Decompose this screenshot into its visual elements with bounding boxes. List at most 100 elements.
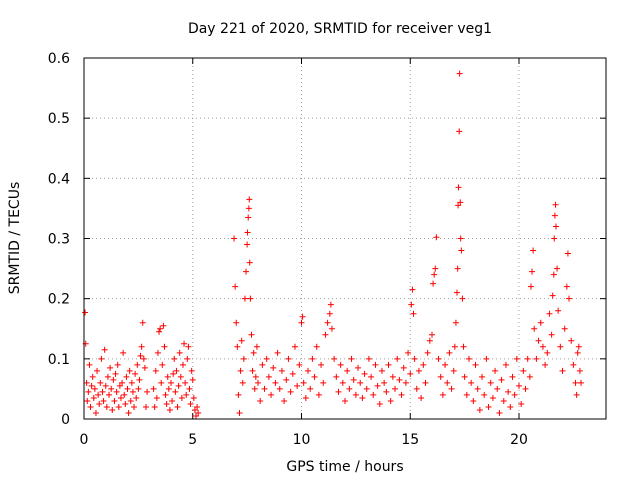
data-point <box>507 403 514 410</box>
data-point <box>109 406 116 413</box>
data-point <box>333 373 340 380</box>
data-point <box>99 388 106 395</box>
data-point <box>535 337 542 344</box>
data-point <box>243 268 250 275</box>
data-point <box>98 355 105 362</box>
data-point <box>126 367 133 374</box>
data-point <box>544 349 551 356</box>
data-point <box>376 400 383 407</box>
data-point <box>283 376 290 383</box>
data-point <box>431 271 438 278</box>
plot-frame <box>83 57 607 420</box>
data-point <box>496 409 503 416</box>
data-point <box>189 376 196 383</box>
data-point <box>289 370 296 377</box>
data-point <box>328 325 335 332</box>
x-tick-label: 0 <box>80 432 89 448</box>
data-point <box>359 394 366 401</box>
data-point <box>381 379 388 386</box>
data-point <box>518 400 525 407</box>
data-point <box>144 388 151 395</box>
data-point <box>92 409 99 416</box>
data-point <box>309 355 316 362</box>
data-point <box>168 379 174 386</box>
data-point <box>476 406 483 413</box>
data-point <box>237 367 244 374</box>
data-point <box>101 346 108 353</box>
data-point <box>485 403 492 410</box>
data-point <box>89 373 96 380</box>
data-point <box>557 343 564 350</box>
data-point <box>139 319 146 326</box>
data-point <box>151 403 158 410</box>
data-point <box>140 355 147 362</box>
y-axis-label: SRMTID / TECUs <box>7 182 23 295</box>
data-point <box>451 343 458 350</box>
data-point <box>117 394 124 401</box>
data-point <box>461 373 468 380</box>
data-point <box>513 355 520 362</box>
data-point <box>103 403 110 410</box>
data-point <box>470 397 477 404</box>
data-point <box>494 385 501 392</box>
data-point <box>82 309 89 316</box>
data-point <box>248 331 255 338</box>
data-point <box>457 235 464 242</box>
data-point <box>232 283 239 290</box>
data-point <box>573 391 580 398</box>
data-point <box>90 394 97 401</box>
data-point <box>88 382 95 389</box>
x-tick-label: 20 <box>510 432 528 448</box>
data-point <box>392 385 399 392</box>
ticks: 0 0.1 0.2 0.3 0.4 0.5 0.6 0 5 10 15 20 <box>48 51 606 448</box>
data-point <box>318 361 325 368</box>
y-tick-label: 0.6 <box>48 51 70 67</box>
data-point <box>160 322 167 329</box>
data-point <box>234 343 241 350</box>
data-point <box>551 235 558 242</box>
data-point <box>127 397 134 404</box>
data-point <box>548 331 555 338</box>
data-point <box>502 361 509 368</box>
data-point <box>574 349 581 356</box>
data-point <box>272 379 279 386</box>
data-point <box>363 385 370 392</box>
x-tick-label: 10 <box>293 432 311 448</box>
data-point <box>247 295 254 302</box>
data-point <box>116 382 123 389</box>
data-point <box>365 355 372 362</box>
data-point <box>311 373 318 380</box>
data-point <box>407 370 414 377</box>
data-point <box>195 409 202 416</box>
data-point <box>459 295 466 302</box>
data-point <box>124 385 131 392</box>
data-point <box>83 379 90 386</box>
data-point <box>339 379 346 386</box>
data-point <box>522 385 529 392</box>
y-tick-label: 0.2 <box>48 292 70 308</box>
data-point <box>285 355 292 362</box>
data-point <box>97 379 104 386</box>
data-point <box>561 325 568 332</box>
data-point <box>554 265 561 272</box>
data-point <box>165 385 172 392</box>
data-point <box>86 361 93 368</box>
data-point <box>162 391 169 398</box>
data-point <box>85 388 92 395</box>
data-point <box>100 397 107 404</box>
data-point <box>122 400 129 407</box>
data-point <box>305 367 312 374</box>
data-point <box>472 361 479 368</box>
data-point <box>244 229 251 236</box>
data-point <box>120 349 127 356</box>
data-point <box>265 373 272 380</box>
data-point <box>268 391 275 398</box>
data-point <box>153 394 160 401</box>
data-point <box>559 367 566 374</box>
data-point <box>326 310 333 317</box>
data-point <box>575 343 582 350</box>
data-point <box>465 355 472 362</box>
data-point <box>432 265 439 272</box>
data-point <box>426 337 433 344</box>
data-point <box>413 385 420 392</box>
